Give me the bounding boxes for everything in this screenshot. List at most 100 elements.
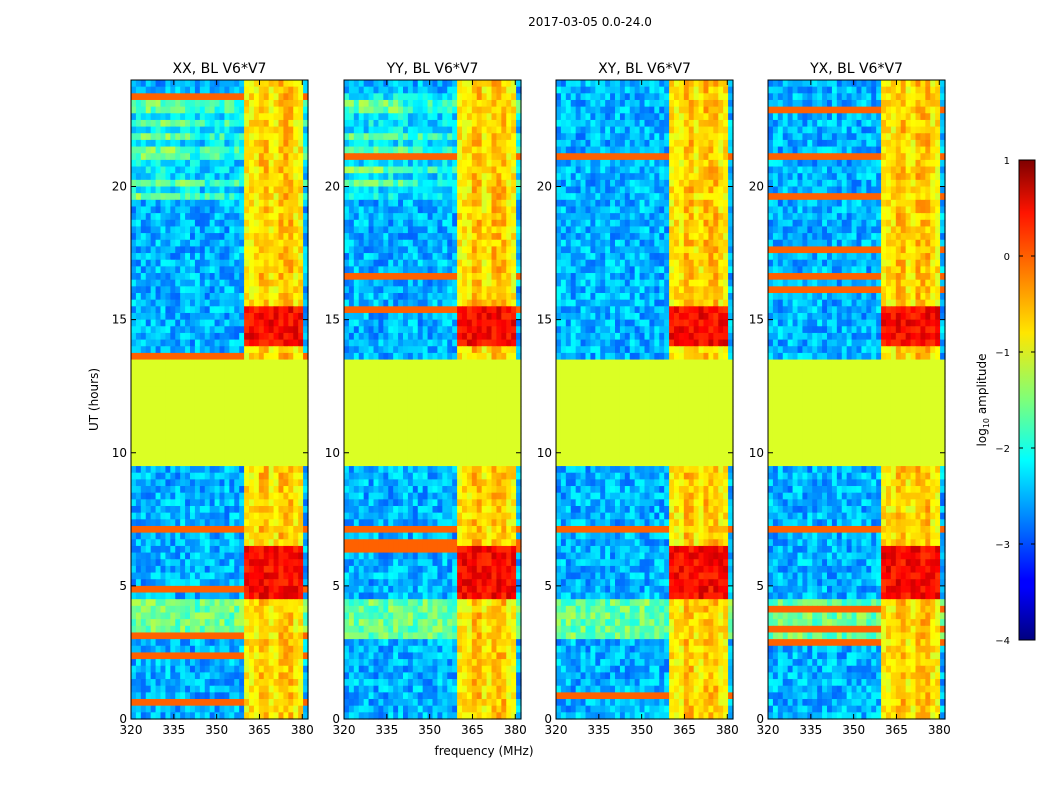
heatmap-cell xyxy=(303,599,309,607)
heatmap-cell xyxy=(249,326,255,334)
heatmap-cell xyxy=(491,119,498,128)
heatmap-cell xyxy=(398,219,404,228)
heatmap-cell xyxy=(268,86,275,94)
heatmap-cell xyxy=(258,592,265,600)
heatmap-cell xyxy=(194,173,201,181)
heatmap-cell xyxy=(224,599,230,607)
heatmap-cell xyxy=(219,80,226,88)
heatmap-cell xyxy=(403,119,409,128)
heatmap-cell xyxy=(249,159,255,168)
heatmap-cell xyxy=(298,259,304,267)
heatmap-cell xyxy=(491,306,498,314)
heatmap-cell xyxy=(145,166,152,174)
heatmap-cell xyxy=(506,213,512,221)
heatmap-cell xyxy=(303,479,309,487)
heatmap-cell xyxy=(140,665,147,674)
heatmap-cell xyxy=(244,279,250,287)
heatmap-cell xyxy=(194,552,201,560)
heatmap-cell xyxy=(160,319,167,327)
heatmap-cell xyxy=(383,93,389,101)
heatmap-cell xyxy=(293,173,299,181)
heatmap-cell xyxy=(263,446,270,454)
heatmap-cell xyxy=(486,326,493,334)
heatmap-cell xyxy=(185,625,191,634)
heatmap-cell xyxy=(422,173,429,181)
heatmap-cell xyxy=(165,366,171,374)
heatmap-cell xyxy=(194,679,201,687)
heatmap-cell xyxy=(135,459,142,467)
heatmap-cell xyxy=(491,146,498,154)
heatmap-cell xyxy=(293,699,299,707)
heatmap-cell xyxy=(175,80,181,88)
heatmap-cell xyxy=(447,346,453,354)
heatmap-cell xyxy=(204,492,211,500)
heatmap-cell xyxy=(180,253,186,261)
heatmap-cell xyxy=(209,279,216,287)
heatmap-cell xyxy=(471,266,478,274)
heatmap-cell xyxy=(407,106,414,114)
heatmap-cell xyxy=(378,139,384,148)
heatmap-cell xyxy=(219,293,226,301)
heatmap-cell xyxy=(229,133,235,141)
heatmap-cell xyxy=(165,639,171,647)
heatmap-cell xyxy=(486,226,493,234)
heatmap-cell xyxy=(506,326,512,334)
heatmap-cell xyxy=(486,319,493,327)
heatmap-cell xyxy=(253,259,260,267)
heatmap-cell xyxy=(263,239,270,248)
heatmap-cell xyxy=(253,126,260,134)
heatmap-cell xyxy=(258,466,265,474)
heatmap-cell xyxy=(258,625,265,634)
heatmap-cell xyxy=(145,685,152,693)
heatmap-cell xyxy=(268,379,275,387)
heatmap-cell xyxy=(249,572,255,580)
heatmap-cell xyxy=(457,326,463,334)
heatmap-cell xyxy=(298,126,304,134)
heatmap-cell xyxy=(150,312,157,321)
heatmap-cell xyxy=(442,306,448,314)
heatmap-cell xyxy=(298,352,304,361)
heatmap-cell xyxy=(403,86,409,94)
heatmap-cell xyxy=(516,299,522,307)
heatmap-cell xyxy=(471,306,478,314)
heatmap-cell xyxy=(175,346,181,354)
heatmap-cell xyxy=(185,233,191,241)
heatmap-cell xyxy=(150,592,157,600)
heatmap-cell xyxy=(131,273,137,281)
heatmap-cell xyxy=(209,233,216,241)
heatmap-cell xyxy=(244,233,250,241)
heatmap-cell xyxy=(204,219,211,228)
heatmap-cell xyxy=(447,332,453,341)
heatmap-cell xyxy=(486,233,493,241)
heatmap-cell xyxy=(131,466,137,474)
heatmap-cell xyxy=(288,499,294,507)
heatmap-cell xyxy=(160,259,167,267)
heatmap-cell xyxy=(155,612,162,620)
heatmap-cell xyxy=(234,632,240,640)
heatmap-cell xyxy=(481,93,488,101)
heatmap-cell xyxy=(437,126,443,134)
heatmap-cell xyxy=(234,199,240,208)
heatmap-cell xyxy=(145,559,152,567)
heatmap-cell xyxy=(288,612,294,620)
heatmap-cell xyxy=(462,80,468,88)
heatmap-cell xyxy=(452,86,458,94)
heatmap-cell xyxy=(204,619,211,627)
heatmap-cell xyxy=(457,219,463,228)
heatmap-cell xyxy=(229,306,235,314)
heatmap-cell xyxy=(373,139,380,148)
heatmap-cell xyxy=(165,193,171,201)
heatmap-cell xyxy=(214,93,221,101)
heatmap-cell xyxy=(219,492,226,500)
heatmap-cell xyxy=(180,479,186,487)
heatmap-cell xyxy=(358,139,365,148)
heatmap-cell xyxy=(209,579,216,587)
heatmap-cell xyxy=(214,665,221,674)
heatmap-cell xyxy=(417,286,424,294)
heatmap-cell xyxy=(412,199,419,208)
heatmap-cell xyxy=(491,279,498,287)
heatmap-cell xyxy=(214,585,221,594)
heatmap-cell xyxy=(298,213,304,221)
heatmap-cell xyxy=(185,153,191,161)
heatmap-cell xyxy=(263,366,270,374)
